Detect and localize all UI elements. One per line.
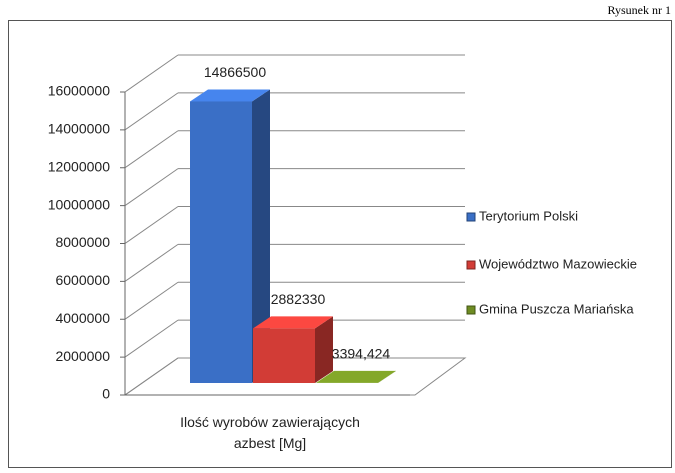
y-tick-label: 14000000 (48, 121, 111, 137)
data-label: 14866500 (204, 64, 267, 80)
legend-swatch (466, 212, 476, 222)
bar-side (315, 316, 333, 383)
y-tick-label: 10000000 (48, 196, 111, 212)
y-tick-label: 2000000 (55, 348, 110, 364)
grid-line (124, 130, 179, 169)
bar (253, 328, 315, 383)
legend-label: Gmina Puszcza Mariańska (479, 301, 634, 316)
y-tick-label: 12000000 (48, 158, 111, 174)
bar-side (378, 370, 396, 383)
bar-top (253, 316, 333, 329)
bar-top (316, 370, 396, 383)
caption: Rysunek nr 1 (607, 3, 671, 17)
legend-label: Terytorium Polski (479, 208, 578, 223)
y-tick-label: 16000000 (48, 83, 111, 99)
bar-side (252, 89, 270, 384)
grid-line (124, 243, 179, 282)
data-label: 3394,424 (332, 346, 391, 362)
grid-line (124, 357, 179, 396)
grid-line (124, 92, 179, 131)
legend-swatch (466, 260, 476, 270)
grid-line (124, 319, 179, 358)
y-tick-label: 8000000 (55, 234, 110, 250)
grid-line (124, 54, 179, 93)
chart-frame (8, 20, 672, 468)
grid-line (124, 281, 179, 320)
bar (190, 101, 252, 384)
legend-label: Województwo Mazowieckie (479, 256, 637, 271)
y-tick-label: 0 (102, 386, 110, 402)
grid-line (124, 206, 179, 244)
y-tick-label: 6000000 (55, 272, 110, 288)
grid-line (124, 168, 179, 207)
y-tick-label: 4000000 (55, 310, 110, 326)
x-category-label: Ilość wyrobów zawierających azbest [Mg] (180, 414, 360, 451)
legend-swatch (466, 305, 476, 315)
bar-top (190, 89, 270, 102)
data-label: 2882330 (271, 291, 326, 307)
